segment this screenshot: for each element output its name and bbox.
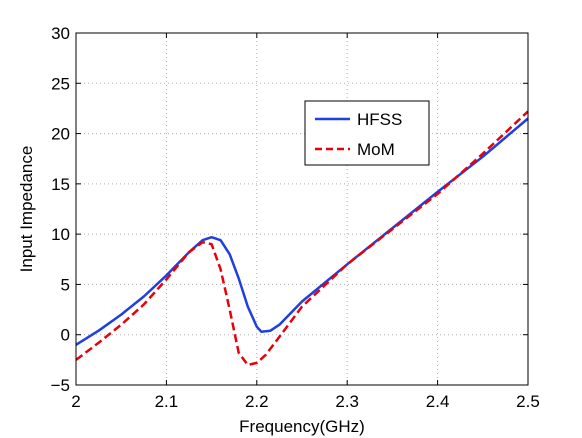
tick-marks (75, 32, 529, 386)
x-tick-label: 2 (71, 392, 80, 411)
axes-box (75, 32, 529, 386)
x-axis-label: Frequency(GHz) (239, 417, 365, 436)
x-tick-label: 2.3 (335, 392, 359, 411)
legend-label-mom: MoM (357, 140, 395, 159)
x-tick-label: 2.2 (245, 392, 269, 411)
grid (76, 33, 528, 385)
tick-labels: 2 2.1 2.2 2.3 2.4 2.5 −5 0 5 10 15 20 25 30 (51, 24, 540, 411)
y-tick-label: 5 (61, 275, 70, 294)
legend-label-hfss: HFSS (357, 110, 402, 129)
y-tick-label: −5 (51, 376, 70, 395)
series-layer (75, 110, 529, 367)
y-tick-label: 20 (51, 125, 70, 144)
y-tick-label: 0 (61, 326, 70, 345)
y-tick-label: 10 (51, 225, 70, 244)
y-tick-label: 30 (51, 24, 70, 43)
y-axis-label: Input Impedance (17, 146, 36, 273)
y-tick-label: 25 (51, 74, 70, 93)
legend: HFSS MoM (304, 100, 430, 166)
y-tick-label: 15 (51, 175, 70, 194)
legend-box (304, 100, 430, 166)
x-tick-label: 2.4 (426, 392, 450, 411)
x-tick-label: 2.5 (516, 392, 540, 411)
x-tick-label: 2.1 (155, 392, 179, 411)
series-line-mom (75, 110, 529, 367)
